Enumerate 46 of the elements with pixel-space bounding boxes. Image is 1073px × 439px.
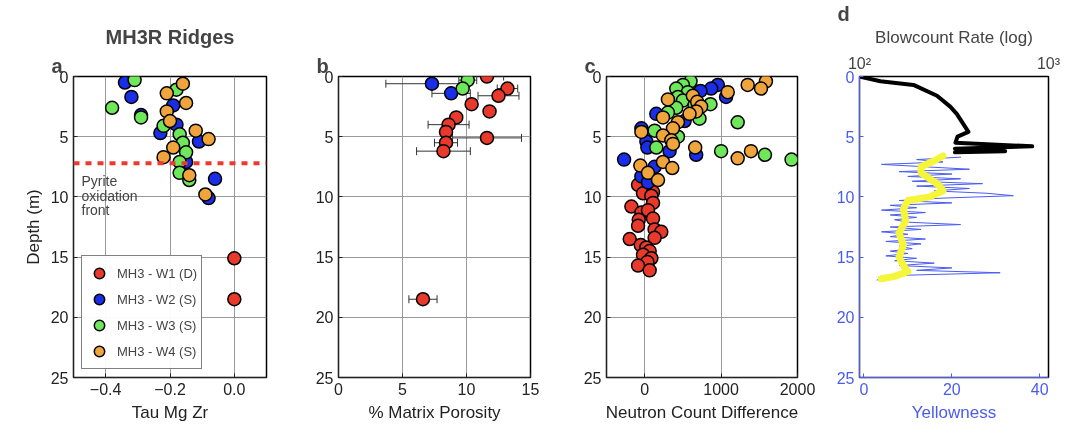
y-tick-label: 15	[50, 249, 69, 267]
x-tick-label: 2000	[779, 380, 816, 398]
x-tick-label: 0.0	[223, 380, 246, 398]
x-tick-label: 0	[859, 380, 869, 398]
x-axis-title: Neutron Count Difference	[605, 402, 799, 422]
y-tick-label: 5	[59, 128, 69, 146]
legend-label: MH3 - W4 (S)	[117, 342, 197, 361]
x-tick-label: 1000	[703, 380, 739, 398]
x-tick-label: 10	[457, 380, 476, 398]
chart-title: MH3R Ridges	[105, 25, 235, 48]
y-tick-label: 25	[836, 369, 855, 387]
x-tick-label: −0.4	[89, 380, 122, 398]
y-tick-label: 15	[315, 249, 334, 267]
y-tick-label: 15	[583, 249, 602, 267]
legend-label: MH3 - W2 (S)	[117, 290, 197, 309]
y-tick-label: 10	[315, 188, 334, 206]
y-tick-label: 5	[592, 128, 602, 146]
y-tick-label: 20	[315, 309, 334, 327]
x-tick-label: 0	[640, 380, 650, 398]
y-tick-label: 20	[583, 309, 602, 327]
text: d	[837, 2, 850, 25]
x-axis-title: % Matrix Porosity	[368, 402, 502, 422]
y-tick-label: 10	[50, 188, 69, 206]
y-tick-label: 10	[836, 188, 855, 206]
y-tick-label: 20	[50, 309, 69, 327]
legend-label: MH3 - W1 (D)	[117, 264, 198, 283]
x-tick-label: −0.2	[154, 380, 186, 398]
y-tick-label: 25	[583, 369, 602, 387]
y-tick-label: 5	[845, 128, 855, 146]
x2-axis-title: Blowcount Rate (log)	[875, 27, 1033, 47]
x2-tick-label: 10³	[1036, 54, 1061, 72]
y-tick-label: 25	[315, 369, 334, 387]
x-tick-label: 15	[521, 380, 540, 398]
y-tick-label: 25	[50, 369, 69, 387]
x-tick-label: 5	[398, 380, 408, 398]
y-tick-label: 10	[583, 188, 602, 206]
y-axis-title: Depth (m)	[23, 189, 43, 265]
x-tick-label: 40	[1030, 380, 1049, 398]
y-tick-label: 5	[324, 128, 334, 146]
ref-line-label: Pyrite oxidation front	[81, 173, 138, 218]
legend-label: MH3 - W3 (S)	[117, 316, 197, 335]
x-axis-title: Yellowness	[911, 402, 997, 422]
y-tick-label: 20	[836, 309, 855, 327]
y-tick-label: 15	[836, 249, 855, 267]
x-tick-label: 20	[942, 380, 961, 398]
x-axis-title: Tau Mg Zr	[131, 402, 209, 422]
